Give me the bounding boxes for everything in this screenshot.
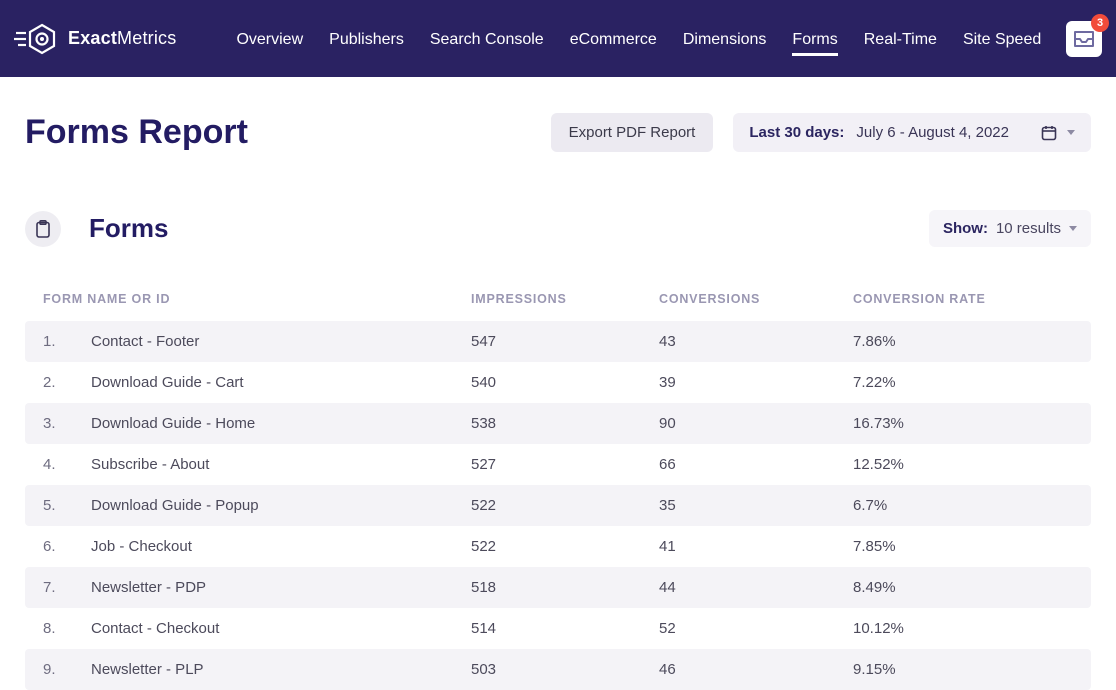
section-title: Forms	[89, 213, 929, 244]
row-conversion-rate: 16.73%	[853, 415, 1073, 432]
row-impressions: 527	[471, 456, 659, 473]
nav-item-site-speed[interactable]: Site Speed	[963, 4, 1041, 74]
row-conversion-rate: 7.86%	[853, 333, 1073, 350]
show-label: Show:	[943, 220, 988, 237]
forms-table: Form Name or ID Impressions Conversions …	[25, 277, 1091, 690]
row-index: 1.	[43, 333, 91, 350]
inbox-wrap: 3	[1066, 21, 1102, 57]
topbar: ExactMetrics Overview Publishers Search Co…	[0, 0, 1116, 77]
nav-item-overview[interactable]: Overview	[236, 4, 303, 74]
row-impressions: 547	[471, 333, 659, 350]
page-title: Forms Report	[25, 113, 531, 152]
date-range-label: Last 30 days:	[749, 124, 844, 141]
main-nav: Overview Publishers Search Console eCommerc…	[236, 4, 1041, 74]
row-impressions: 514	[471, 620, 659, 637]
row-conversions: 39	[659, 374, 853, 391]
row-form-name: Newsletter - PDP	[91, 579, 471, 596]
row-impressions: 503	[471, 661, 659, 678]
brand-icon	[14, 23, 58, 55]
row-conversion-rate: 8.49%	[853, 579, 1073, 596]
row-conversion-rate: 12.52%	[853, 456, 1073, 473]
row-conversions: 44	[659, 579, 853, 596]
row-form-name: Subscribe - About	[91, 456, 471, 473]
row-conversions: 35	[659, 497, 853, 514]
row-conversion-rate: 6.7%	[853, 497, 1073, 514]
row-index: 2.	[43, 374, 91, 391]
nav-item-forms[interactable]: Forms	[792, 4, 837, 74]
inbox-icon	[1074, 31, 1094, 47]
date-range-value: July 6 - August 4, 2022	[856, 124, 1009, 141]
table-header: Form Name or ID Impressions Conversions …	[25, 277, 1091, 321]
table-row[interactable]: 5.Download Guide - Popup522356.7%	[25, 485, 1091, 526]
row-impressions: 522	[471, 538, 659, 555]
table-row[interactable]: 4.Subscribe - About5276612.52%	[25, 444, 1091, 485]
nav-item-search-console[interactable]: Search Console	[430, 4, 544, 74]
nav-item-ecommerce[interactable]: eCommerce	[570, 4, 657, 74]
col-conversions[interactable]: Conversions	[659, 292, 853, 306]
table-body: 1.Contact - Footer547437.86%2.Download G…	[25, 321, 1091, 690]
row-conversions: 46	[659, 661, 853, 678]
row-conversions: 66	[659, 456, 853, 473]
row-conversions: 43	[659, 333, 853, 350]
row-conversions: 41	[659, 538, 853, 555]
export-pdf-button[interactable]: Export PDF Report	[551, 113, 714, 152]
inbox-badge: 3	[1091, 14, 1109, 32]
table-row[interactable]: 8.Contact - Checkout5145210.12%	[25, 608, 1091, 649]
brand-logo[interactable]: ExactMetrics	[14, 23, 176, 55]
row-impressions: 518	[471, 579, 659, 596]
row-index: 5.	[43, 497, 91, 514]
section-header: Forms Show: 10 results	[25, 210, 1091, 247]
clipboard-icon	[35, 220, 51, 238]
col-form-name[interactable]: Form Name or ID	[43, 292, 471, 306]
date-picker-icons	[1041, 125, 1075, 141]
row-impressions: 538	[471, 415, 659, 432]
row-index: 3.	[43, 415, 91, 432]
nav-item-dimensions[interactable]: Dimensions	[683, 4, 767, 74]
row-conversion-rate: 7.85%	[853, 538, 1073, 555]
chevron-down-icon	[1069, 226, 1077, 231]
row-conversions: 90	[659, 415, 853, 432]
show-value: 10 results	[996, 220, 1061, 237]
table-row[interactable]: 1.Contact - Footer547437.86%	[25, 321, 1091, 362]
calendar-icon	[1041, 125, 1057, 141]
row-conversion-rate: 10.12%	[853, 620, 1073, 637]
page-body: Forms Report Export PDF Report Last 30 d…	[0, 77, 1116, 690]
row-index: 7.	[43, 579, 91, 596]
row-form-name: Contact - Checkout	[91, 620, 471, 637]
chevron-down-icon	[1067, 130, 1075, 135]
table-row[interactable]: 7.Newsletter - PDP518448.49%	[25, 567, 1091, 608]
table-row[interactable]: 6.Job - Checkout522417.85%	[25, 526, 1091, 567]
row-conversion-rate: 7.22%	[853, 374, 1073, 391]
table-row[interactable]: 9.Newsletter - PLP503469.15%	[25, 649, 1091, 690]
row-form-name: Job - Checkout	[91, 538, 471, 555]
date-range-picker[interactable]: Last 30 days: July 6 - August 4, 2022	[733, 113, 1091, 152]
brand-text: ExactMetrics	[68, 28, 176, 49]
table-row[interactable]: 3.Download Guide - Home5389016.73%	[25, 403, 1091, 444]
row-form-name: Download Guide - Popup	[91, 497, 471, 514]
row-form-name: Download Guide - Home	[91, 415, 471, 432]
page-header: Forms Report Export PDF Report Last 30 d…	[25, 113, 1091, 152]
row-impressions: 540	[471, 374, 659, 391]
row-index: 8.	[43, 620, 91, 637]
col-impressions[interactable]: Impressions	[471, 292, 659, 306]
col-conversion-rate[interactable]: Conversion Rate	[853, 292, 1073, 306]
row-impressions: 522	[471, 497, 659, 514]
table-row[interactable]: 2.Download Guide - Cart540397.22%	[25, 362, 1091, 403]
row-form-name: Contact - Footer	[91, 333, 471, 350]
row-form-name: Download Guide - Cart	[91, 374, 471, 391]
nav-item-real-time[interactable]: Real-Time	[864, 4, 937, 74]
row-index: 4.	[43, 456, 91, 473]
nav-item-publishers[interactable]: Publishers	[329, 4, 404, 74]
results-count-picker[interactable]: Show: 10 results	[929, 210, 1091, 247]
forms-section-icon	[25, 211, 61, 247]
row-conversion-rate: 9.15%	[853, 661, 1073, 678]
row-index: 9.	[43, 661, 91, 678]
row-form-name: Newsletter - PLP	[91, 661, 471, 678]
row-index: 6.	[43, 538, 91, 555]
row-conversions: 52	[659, 620, 853, 637]
